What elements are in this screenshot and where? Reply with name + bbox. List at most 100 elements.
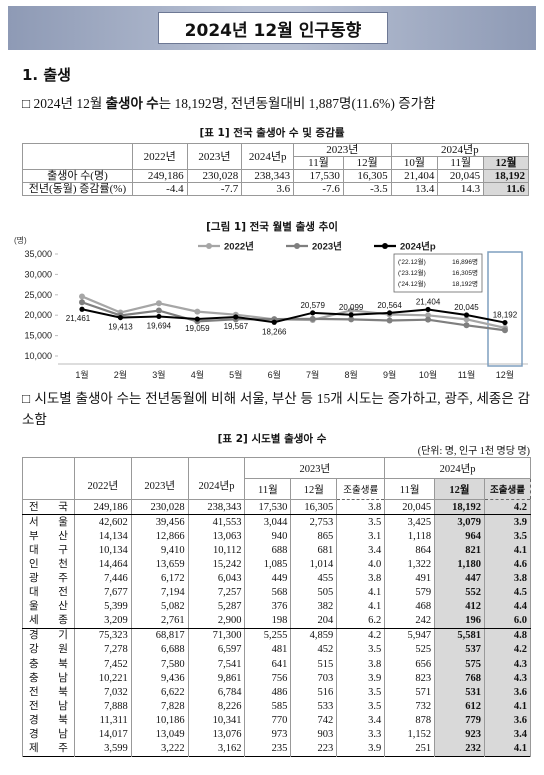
line-chart: (명) 10,000 15,000 20,000 25,000 30,000 35,000 1…: [14, 236, 528, 380]
cell: 412: [434, 599, 485, 614]
cell: 3,209: [73, 613, 132, 629]
cell: 3,425: [384, 514, 436, 530]
cell: 8,226: [187, 699, 246, 714]
data-point: [155, 300, 162, 307]
header-row: 11월 12월 10월 11월 12월: [23, 156, 529, 170]
legend-label: 2024년p: [400, 241, 436, 253]
header-cell: 2022년: [73, 457, 132, 500]
title-banner: 2024년 12월 인구동향: [8, 6, 536, 50]
cell: 11.6: [483, 182, 529, 196]
table-row: 인 천 14,464 13,659 15,242 1,085 1,014 4.0 1,322 1…: [22, 557, 532, 572]
header-cell: 2023년: [130, 457, 189, 500]
row-label: 대 구: [22, 543, 75, 558]
cell: 4.6: [483, 557, 532, 572]
cell: 4.8: [483, 628, 532, 643]
cell: 688: [244, 543, 292, 558]
row-label: 전년(동월) 증감률(%): [22, 182, 133, 196]
cell: 196: [434, 613, 485, 629]
cell: 1,152: [384, 727, 436, 742]
cell: -7.6: [293, 182, 344, 196]
cell: 13,049: [130, 727, 189, 742]
header-cell: 조출생률: [483, 478, 532, 500]
table-row: 서 울 42,602 39,456 41,553 3,044 2,753 3.5 3,425 3…: [22, 514, 532, 530]
cell: 1,014: [290, 557, 338, 572]
cell: 681: [290, 543, 338, 558]
annotation: 16,305명: [452, 268, 478, 277]
cell: 5,581: [434, 628, 485, 643]
cell: 940: [244, 529, 292, 544]
cell: 964: [434, 529, 485, 544]
cell: 3.3: [336, 727, 386, 742]
cell: 3.4: [483, 727, 532, 742]
table-row: 강 원 7,278 6,688 6,597 481 452 3.5 525 537 4.2: [22, 642, 532, 658]
cell: 223: [290, 741, 338, 757]
cell: 4,859: [290, 628, 338, 643]
cell: 537: [434, 642, 485, 658]
table-row: 제 주 3,599 3,222 3,162 235 223 3.9 251 232 4.1: [22, 741, 532, 757]
cell: 575: [434, 657, 485, 672]
cell: 6,597: [187, 642, 246, 658]
table-row: 충 북 7,452 7,580 7,541 641 515 3.8 656 575 4.3: [22, 657, 532, 672]
header-cell: 11월: [293, 156, 344, 170]
data-point: [463, 316, 470, 323]
cell: -4.4: [131, 182, 188, 196]
cell: 3,222: [130, 741, 189, 757]
text: 는 18,192명, 전년동월대비 1,887명(11.6%) 증가함: [158, 96, 436, 111]
cell: 3.6: [483, 713, 532, 728]
cell: 75,323: [73, 628, 132, 643]
cell: 7,828: [130, 699, 189, 714]
cell: 4.1: [336, 599, 386, 614]
annotation: ('22.12월): [398, 257, 426, 266]
data-point: [79, 306, 85, 312]
table-row: 충 남 10,221 9,436 9,861 756 703 3.9 823 768 4.3: [22, 671, 532, 686]
row-label: 인 천: [22, 557, 75, 572]
data-point: [502, 319, 508, 326]
cell: 39,456: [130, 514, 189, 530]
corner-cell: [22, 457, 75, 500]
header-cell: 2023년: [244, 457, 386, 479]
cell: 376: [244, 599, 292, 614]
cell: 2,753: [290, 514, 338, 530]
row-label: 경 남: [22, 727, 75, 742]
cell: 3.9: [483, 514, 532, 530]
cell: 703: [290, 671, 338, 686]
cell: 3.4: [336, 543, 386, 558]
cell: 779: [434, 713, 485, 728]
cell: 742: [290, 713, 338, 728]
data-label: 19,567: [224, 322, 249, 331]
x-tick-label: 2월: [114, 369, 127, 380]
data-label: 20,564: [377, 301, 402, 310]
data-point: [463, 322, 470, 329]
header-row: 2022년 2023년 2024년p 2023년 2024년p: [22, 457, 531, 500]
cell: 249,186: [73, 499, 132, 516]
data-point: [194, 316, 200, 322]
cell: 7,677: [73, 585, 132, 600]
data-point: [79, 293, 85, 300]
annotation: 18,192명: [452, 279, 478, 288]
row-label: 세 종: [22, 613, 75, 629]
cell: 4.1: [483, 699, 532, 714]
cell: 6.0: [483, 613, 532, 629]
cell: 7,446: [73, 571, 132, 586]
table-row: 전 북 7,032 6,622 6,784 486 516 3.5 571 531 3.6: [22, 685, 532, 700]
data-point: [233, 314, 239, 320]
cell: -3.5: [342, 182, 392, 196]
cell: 3,599: [73, 741, 132, 757]
cell: 7,194: [130, 585, 189, 600]
legend-label: 2022년: [224, 241, 254, 253]
table-row: 경 남 14,017 13,049 13,076 973 903 3.3 1,152 923 3.…: [22, 727, 532, 742]
cell: 4.5: [483, 585, 532, 600]
data-label: 21,461: [66, 314, 91, 323]
row-label: 전 남: [22, 699, 75, 714]
cell: 18,192: [434, 499, 485, 516]
cell: 230,028: [186, 169, 243, 183]
row-label: 경 북: [22, 713, 75, 728]
table: 2022년 2023년 2024년p 2023년 2024년p 11월 12월 10월 11월 1…: [22, 143, 530, 196]
cell: 5,082: [130, 599, 189, 614]
table-row: 부 산 14,134 12,866 13,063 940 865 3.1 1,118 964 3.…: [22, 529, 532, 544]
cell: -7.7: [186, 182, 243, 196]
cell: 903: [290, 727, 338, 742]
header-cell: 조출생률: [336, 478, 386, 500]
header-cell: 11월: [384, 478, 436, 500]
data-label: 19,694: [147, 321, 172, 330]
